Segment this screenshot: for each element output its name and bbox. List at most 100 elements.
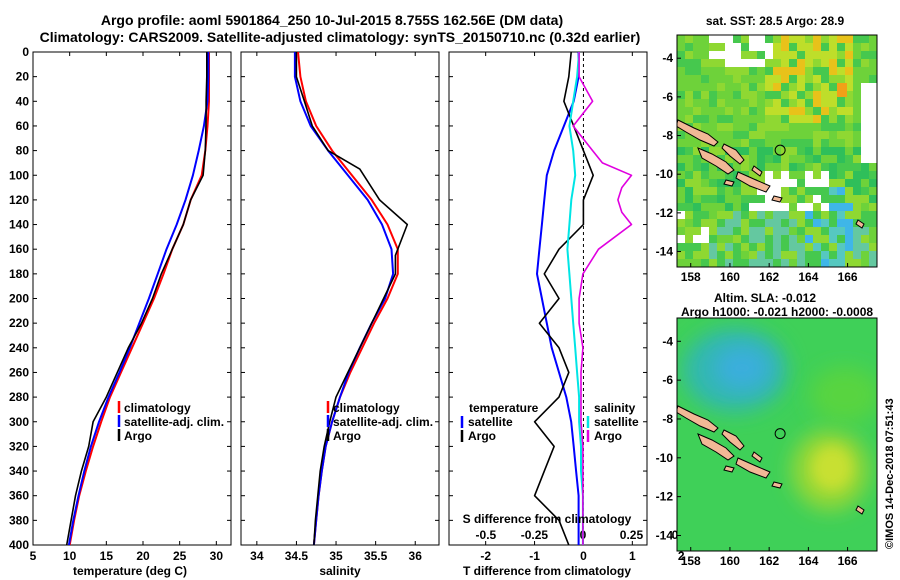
sst-cell [837, 99, 845, 107]
sst-cell [685, 203, 693, 211]
sst-cell [701, 259, 709, 267]
sst-cell [701, 219, 709, 227]
map-x-tick-label: 164 [798, 554, 818, 568]
sst-cell [709, 163, 717, 171]
sst-cell [781, 59, 789, 67]
sst-cell [829, 51, 837, 59]
sst-cell [789, 147, 797, 155]
sst-cell [733, 131, 741, 139]
map-y-tick-label: -14 [656, 528, 674, 542]
x-tick-label: 35 [329, 549, 343, 563]
sst-cell [853, 227, 861, 235]
sst-cell [709, 43, 717, 51]
figure-title-line1: Argo profile: aoml 5901864_250 10-Jul-20… [101, 12, 563, 28]
sst-cell [725, 59, 733, 67]
sst-cell [677, 51, 685, 59]
sst-cell [837, 51, 845, 59]
sst-cell [693, 91, 701, 99]
sst-cell [845, 179, 853, 187]
sst-cell [797, 139, 805, 147]
salinity-legend: climatology satellite-adj. clim. Argo [326, 401, 433, 443]
legend-heading-temperature: temperature [469, 401, 539, 415]
sst-cell [821, 107, 829, 115]
sst-cell [797, 75, 805, 83]
sst-cell [701, 123, 709, 131]
sst-cell [709, 203, 717, 211]
sst-cell [685, 243, 693, 251]
sst-cell [773, 115, 781, 123]
island-3 [735, 171, 771, 193]
sst-cell [805, 75, 813, 83]
sst-cell [693, 51, 701, 59]
sst-cell [773, 83, 781, 91]
sst-cell [861, 99, 869, 107]
sla-map-title: Altim. SLA: -0.012 [714, 291, 816, 305]
sst-cell [749, 59, 757, 67]
sst-cell [781, 163, 789, 171]
sst-cell [845, 195, 853, 203]
sst-cell [725, 235, 733, 243]
sst-cell [805, 235, 813, 243]
sst-cell [741, 139, 749, 147]
sst-cell [749, 115, 757, 123]
sst-cell [709, 243, 717, 251]
sst-cell [741, 35, 749, 43]
sst-cell [805, 59, 813, 67]
sst-cell [733, 59, 741, 67]
sst-cell [773, 139, 781, 147]
sst-cell [757, 43, 765, 51]
sst-cell [829, 83, 837, 91]
sst-cell [749, 139, 757, 147]
sst-cell [861, 219, 869, 227]
sst-cell [821, 163, 829, 171]
sst-cell [693, 243, 701, 251]
sst-cell [765, 131, 773, 139]
sst-cell [805, 91, 813, 99]
sst-cell [797, 99, 805, 107]
sst-cell [845, 91, 853, 99]
sst-cell [725, 35, 733, 43]
sst-cell [853, 195, 861, 203]
sst-cell [861, 259, 869, 267]
sst-cell [837, 243, 845, 251]
temperature-x-label: temperature (deg C) [73, 564, 187, 578]
sst-cell [693, 171, 701, 179]
sst-cell [677, 139, 685, 147]
y-tick-label: 100 [9, 168, 29, 182]
sst-cell [869, 171, 877, 179]
sst-cell [733, 43, 741, 51]
sst-cell [845, 211, 853, 219]
sst-cell [765, 75, 773, 83]
sst-cell [797, 227, 805, 235]
sst-cell [837, 259, 845, 267]
sst-cell [789, 219, 797, 227]
map-y-tick-label: -8 [662, 412, 673, 426]
sst-cell [741, 187, 749, 195]
sst-cell [789, 227, 797, 235]
sst-cell [813, 251, 821, 259]
sst-cell [837, 59, 845, 67]
sst-cell [861, 131, 869, 139]
sst-cell [829, 43, 837, 51]
y-tick-label: 300 [9, 415, 29, 429]
sst-cell [829, 259, 837, 267]
map-x-tick-label: 160 [720, 554, 740, 568]
sst-cell [821, 59, 829, 67]
sst-cell [853, 91, 861, 99]
sst-cell [869, 163, 877, 171]
sst-cell [725, 115, 733, 123]
sst-cell [853, 251, 861, 259]
map-y-tick-label: -12 [656, 206, 674, 220]
sst-cell [781, 243, 789, 251]
sst-cell [853, 259, 861, 267]
sst-cell [733, 243, 741, 251]
sst-cell [837, 211, 845, 219]
sst-cell [765, 139, 773, 147]
legend-label-s-satellite: satellite [594, 415, 639, 429]
sst-cell [789, 243, 797, 251]
sst-cell [757, 75, 765, 83]
sst-cell [709, 147, 717, 155]
sst-cell [853, 115, 861, 123]
sst-cell [789, 211, 797, 219]
sst-cell [821, 51, 829, 59]
